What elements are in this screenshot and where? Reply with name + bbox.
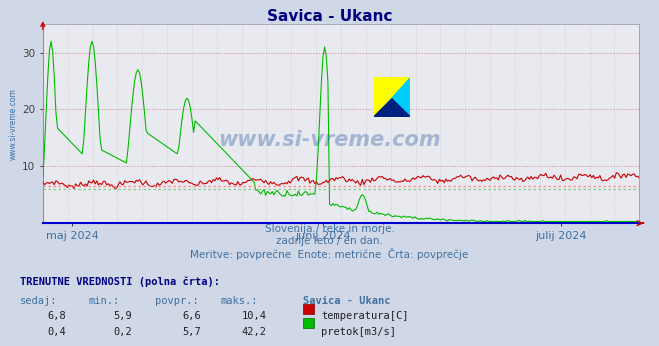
Text: min.:: min.: (89, 296, 120, 306)
Text: Meritve: povprečne  Enote: metrične  Črta: povprečje: Meritve: povprečne Enote: metrične Črta:… (190, 248, 469, 260)
Text: 6,6: 6,6 (183, 311, 201, 321)
Polygon shape (374, 77, 410, 117)
Text: 5,9: 5,9 (113, 311, 132, 321)
Text: TRENUTNE VREDNOSTI (polna črta):: TRENUTNE VREDNOSTI (polna črta): (20, 277, 219, 287)
Text: www.si-vreme.com: www.si-vreme.com (9, 89, 18, 161)
Polygon shape (374, 99, 410, 117)
Text: povpr.:: povpr.: (155, 296, 198, 306)
Text: 5,7: 5,7 (183, 327, 201, 337)
Text: www.si-vreme.com: www.si-vreme.com (217, 130, 440, 149)
Text: Savica - Ukanc: Savica - Ukanc (303, 296, 391, 306)
Polygon shape (374, 77, 410, 117)
Text: zadnje leto / en dan.: zadnje leto / en dan. (276, 236, 383, 246)
Text: Savica - Ukanc: Savica - Ukanc (267, 9, 392, 24)
Text: temperatura[C]: temperatura[C] (321, 311, 409, 321)
Text: 6,8: 6,8 (47, 311, 66, 321)
Text: 0,2: 0,2 (113, 327, 132, 337)
Text: Slovenija / reke in morje.: Slovenija / reke in morje. (264, 224, 395, 234)
Text: 42,2: 42,2 (242, 327, 267, 337)
Text: pretok[m3/s]: pretok[m3/s] (321, 327, 396, 337)
Text: maks.:: maks.: (221, 296, 258, 306)
Text: 10,4: 10,4 (242, 311, 267, 321)
Text: sedaj:: sedaj: (20, 296, 57, 306)
Text: 0,4: 0,4 (47, 327, 66, 337)
